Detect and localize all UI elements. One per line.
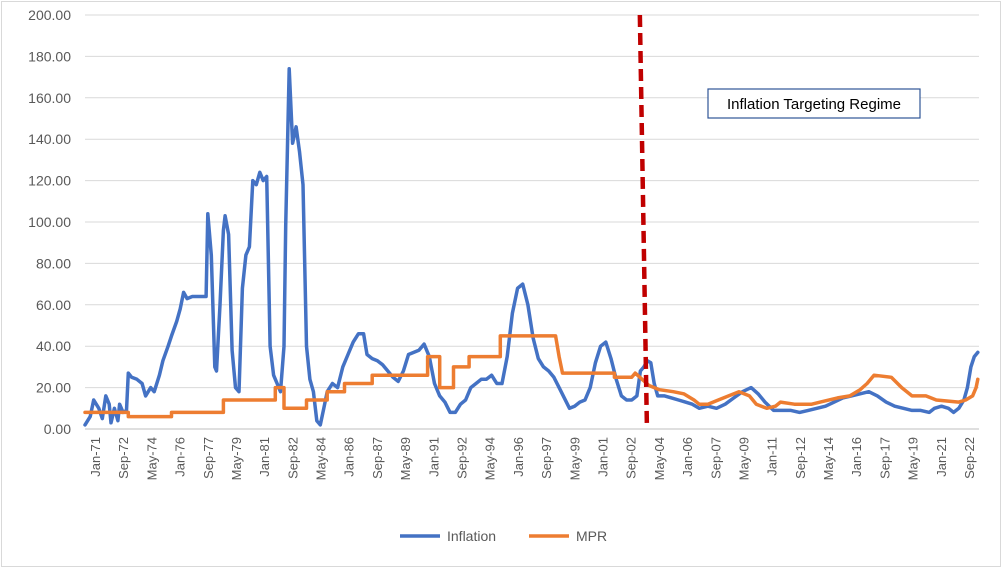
y-tick-label: 80.00 (36, 255, 71, 271)
x-tick-label: May-84 (314, 437, 329, 480)
x-tick-label: May-99 (567, 437, 582, 480)
x-tick-label: May-04 (652, 437, 667, 480)
x-tick-label: Jan-86 (342, 437, 357, 477)
x-tick-label: Sep-82 (285, 437, 300, 479)
x-tick-label: May-74 (144, 437, 159, 480)
x-tick-label: Sep-12 (793, 437, 808, 479)
x-tick-label: Sep-92 (455, 437, 470, 479)
y-tick-label: 60.00 (36, 297, 71, 313)
axes: 0.00 20.00 40.00 60.00 80.00 100.00 120.00 140.… (28, 7, 979, 480)
legend: Inflation MPR (400, 528, 607, 544)
annotation-box (707, 88, 921, 119)
y-tick-label: 100.00 (28, 214, 71, 230)
x-tick-label: Jan-71 (88, 437, 103, 477)
x-tick-label: Jan-81 (257, 437, 272, 477)
x-tick-label: Jan-76 (173, 437, 188, 477)
x-tick-label: Sep-17 (877, 437, 892, 479)
annotation-text: Inflation Targeting Regime (727, 96, 901, 113)
y-tick-label: 0.00 (44, 421, 71, 437)
y-tick-label: 160.00 (28, 90, 71, 106)
annotation-group: Inflation Targeting Regime (637, 14, 921, 425)
x-tick-label: Sep-22 (962, 437, 977, 479)
x-tick-label: Sep-97 (539, 437, 554, 479)
series-group (83, 67, 980, 427)
x-tick-label: Jan-21 (934, 437, 949, 477)
x-tick-label: Sep-07 (708, 437, 723, 479)
y-tick-label: 180.00 (28, 48, 71, 64)
x-tick-label: Sep-72 (116, 437, 131, 479)
x-tick-label: May-09 (736, 437, 751, 480)
legend-label-inflation: Inflation (447, 528, 496, 544)
x-tick-label: May-79 (229, 437, 244, 480)
x-tick-label: May-89 (398, 437, 413, 480)
series-line-inflation (83, 67, 980, 427)
x-tick-label: Sep-02 (624, 437, 639, 479)
inflation-targeting-marker-line (637, 14, 650, 425)
y-tick-label: 200.00 (28, 7, 71, 23)
gridlines (85, 14, 979, 430)
y-tick-label: 120.00 (28, 173, 71, 189)
x-tick-label: Jan-06 (680, 437, 695, 477)
y-tick-label: 140.00 (28, 131, 71, 147)
x-tick-label: May-14 (821, 437, 836, 480)
series-line-mpr (83, 334, 980, 419)
x-tick-label: Jan-11 (765, 437, 780, 476)
x-tick-label: May-94 (483, 437, 498, 480)
legend-label-mpr: MPR (576, 528, 607, 544)
x-tick-label: May-19 (906, 437, 921, 480)
x-tick-label: Sep-77 (201, 437, 216, 479)
y-tick-label: 20.00 (36, 380, 71, 396)
x-tick-label: Jan-91 (426, 437, 441, 477)
x-tick-label: Jan-16 (849, 437, 864, 477)
x-tick-label: Jan-96 (511, 437, 526, 477)
x-tick-label: Sep-87 (370, 437, 385, 479)
y-tick-label: 40.00 (36, 338, 71, 354)
x-tick-label: Jan-01 (595, 437, 610, 477)
